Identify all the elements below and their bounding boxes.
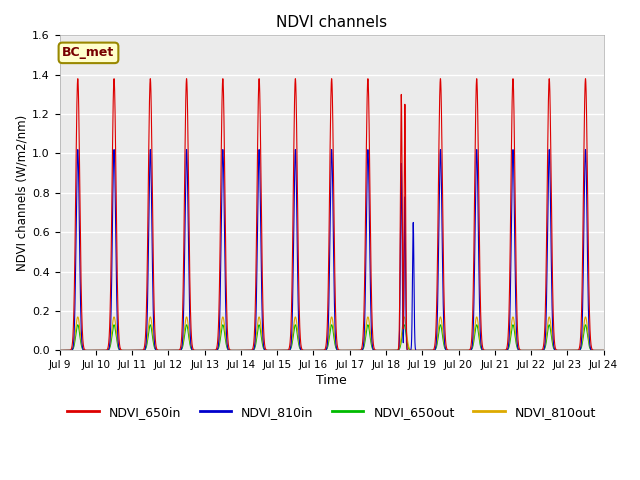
NDVI_650out: [598, 348, 606, 353]
NDVI_650in: [593, 348, 600, 353]
Line: NDVI_810in: NDVI_810in: [60, 150, 604, 350]
NDVI_650out: [74, 322, 82, 328]
NDVI_650in: [403, 341, 411, 347]
Line: NDVI_650in: NDVI_650in: [60, 79, 604, 350]
NDVI_650in: [600, 348, 607, 353]
NDVI_650in: [543, 159, 551, 165]
NDVI_810in: [593, 348, 600, 353]
NDVI_810out: [543, 323, 551, 329]
NDVI_650in: [74, 76, 82, 82]
NDVI_650in: [529, 348, 536, 353]
NDVI_650out: [529, 348, 536, 353]
NDVI_650in: [598, 348, 606, 353]
NDVI_650out: [56, 348, 63, 353]
NDVI_810out: [598, 348, 606, 353]
Text: BC_met: BC_met: [62, 47, 115, 60]
NDVI_810out: [300, 348, 308, 353]
NDVI_650out: [543, 330, 551, 336]
Legend: NDVI_650in, NDVI_810in, NDVI_650out, NDVI_810out: NDVI_650in, NDVI_810in, NDVI_650out, NDV…: [62, 401, 601, 424]
NDVI_810in: [600, 348, 607, 353]
NDVI_650in: [300, 348, 308, 353]
NDVI_650out: [593, 348, 600, 353]
NDVI_810out: [593, 348, 600, 353]
NDVI_810out: [74, 314, 82, 320]
NDVI_810out: [56, 348, 63, 353]
X-axis label: Time: Time: [316, 374, 347, 387]
NDVI_810in: [382, 348, 390, 353]
NDVI_650in: [419, 348, 426, 353]
NDVI_810in: [56, 348, 63, 353]
NDVI_810out: [403, 332, 411, 337]
Y-axis label: NDVI channels (W/m2/nm): NDVI channels (W/m2/nm): [15, 115, 28, 271]
NDVI_810out: [529, 348, 536, 353]
NDVI_810in: [598, 348, 606, 353]
NDVI_810out: [600, 348, 607, 353]
NDVI_650out: [600, 348, 607, 353]
Title: NDVI channels: NDVI channels: [276, 15, 387, 30]
NDVI_810in: [300, 348, 308, 353]
NDVI_810in: [543, 231, 551, 237]
Line: NDVI_810out: NDVI_810out: [60, 317, 604, 350]
NDVI_650out: [403, 337, 411, 343]
NDVI_650in: [56, 348, 63, 353]
NDVI_810in: [529, 348, 536, 353]
NDVI_810in: [403, 346, 411, 352]
NDVI_810in: [74, 147, 82, 153]
Line: NDVI_650out: NDVI_650out: [60, 325, 604, 350]
NDVI_650out: [300, 348, 308, 353]
